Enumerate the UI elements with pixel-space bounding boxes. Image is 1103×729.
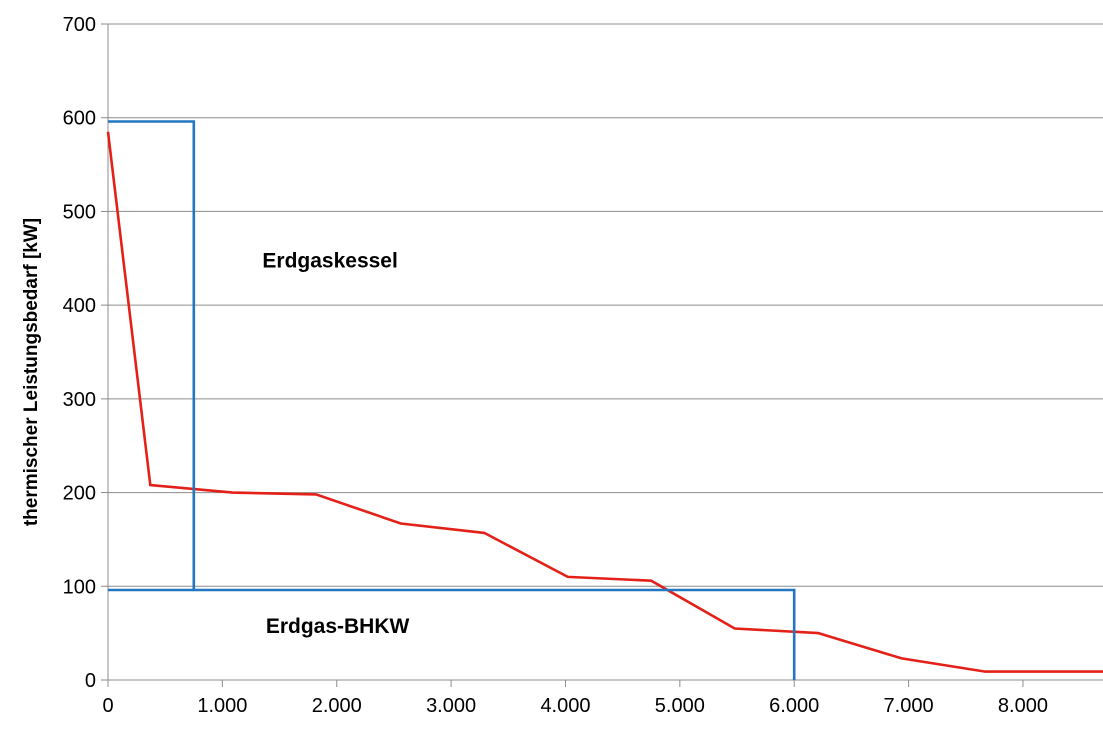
y-tick-label: 0 bbox=[85, 670, 96, 692]
y-tick-label: 300 bbox=[63, 389, 96, 411]
series-line-1 bbox=[108, 120, 796, 680]
x-tick-label: 7.000 bbox=[884, 695, 934, 717]
x-tick-label: 8.000 bbox=[998, 695, 1048, 717]
annotations: Erdgaskessel Erdgas-BHKW bbox=[262, 250, 409, 638]
y-tick-label: 400 bbox=[63, 295, 96, 317]
y-tick-label: 600 bbox=[63, 108, 96, 130]
x-tick-label: 4.000 bbox=[540, 695, 590, 717]
y-tick-label: 200 bbox=[63, 483, 96, 505]
y-tick-label: 100 bbox=[63, 576, 96, 598]
x-tick-label: 1.000 bbox=[197, 695, 247, 717]
y-axis-title: thermischer Leistungsbedarf [kW] bbox=[21, 218, 42, 526]
data-series bbox=[106, 120, 1103, 681]
series-line-0 bbox=[106, 131, 1103, 673]
x-tick-label: 0 bbox=[102, 695, 113, 717]
gridlines bbox=[108, 23, 1103, 587]
y-tick-label: 700 bbox=[63, 14, 96, 36]
x-tick-label: 5.000 bbox=[655, 695, 705, 717]
x-tick-label: 3.000 bbox=[426, 695, 476, 717]
annotation-label: Erdgaskessel bbox=[262, 250, 397, 273]
x-tick-labels: 0 1.000 2.000 3.000 4.000 5.000 6.000 7.000 8.00… bbox=[102, 695, 1048, 717]
axes bbox=[101, 23, 1103, 687]
x-tick-label: 6.000 bbox=[769, 695, 819, 717]
y-tick-labels: 0 100 200 300 400 500 600 700 bbox=[63, 14, 96, 692]
annotation-label: Erdgas-BHKW bbox=[266, 615, 410, 638]
y-tick-label: 500 bbox=[63, 201, 96, 223]
x-tick-label: 2.000 bbox=[312, 695, 362, 717]
